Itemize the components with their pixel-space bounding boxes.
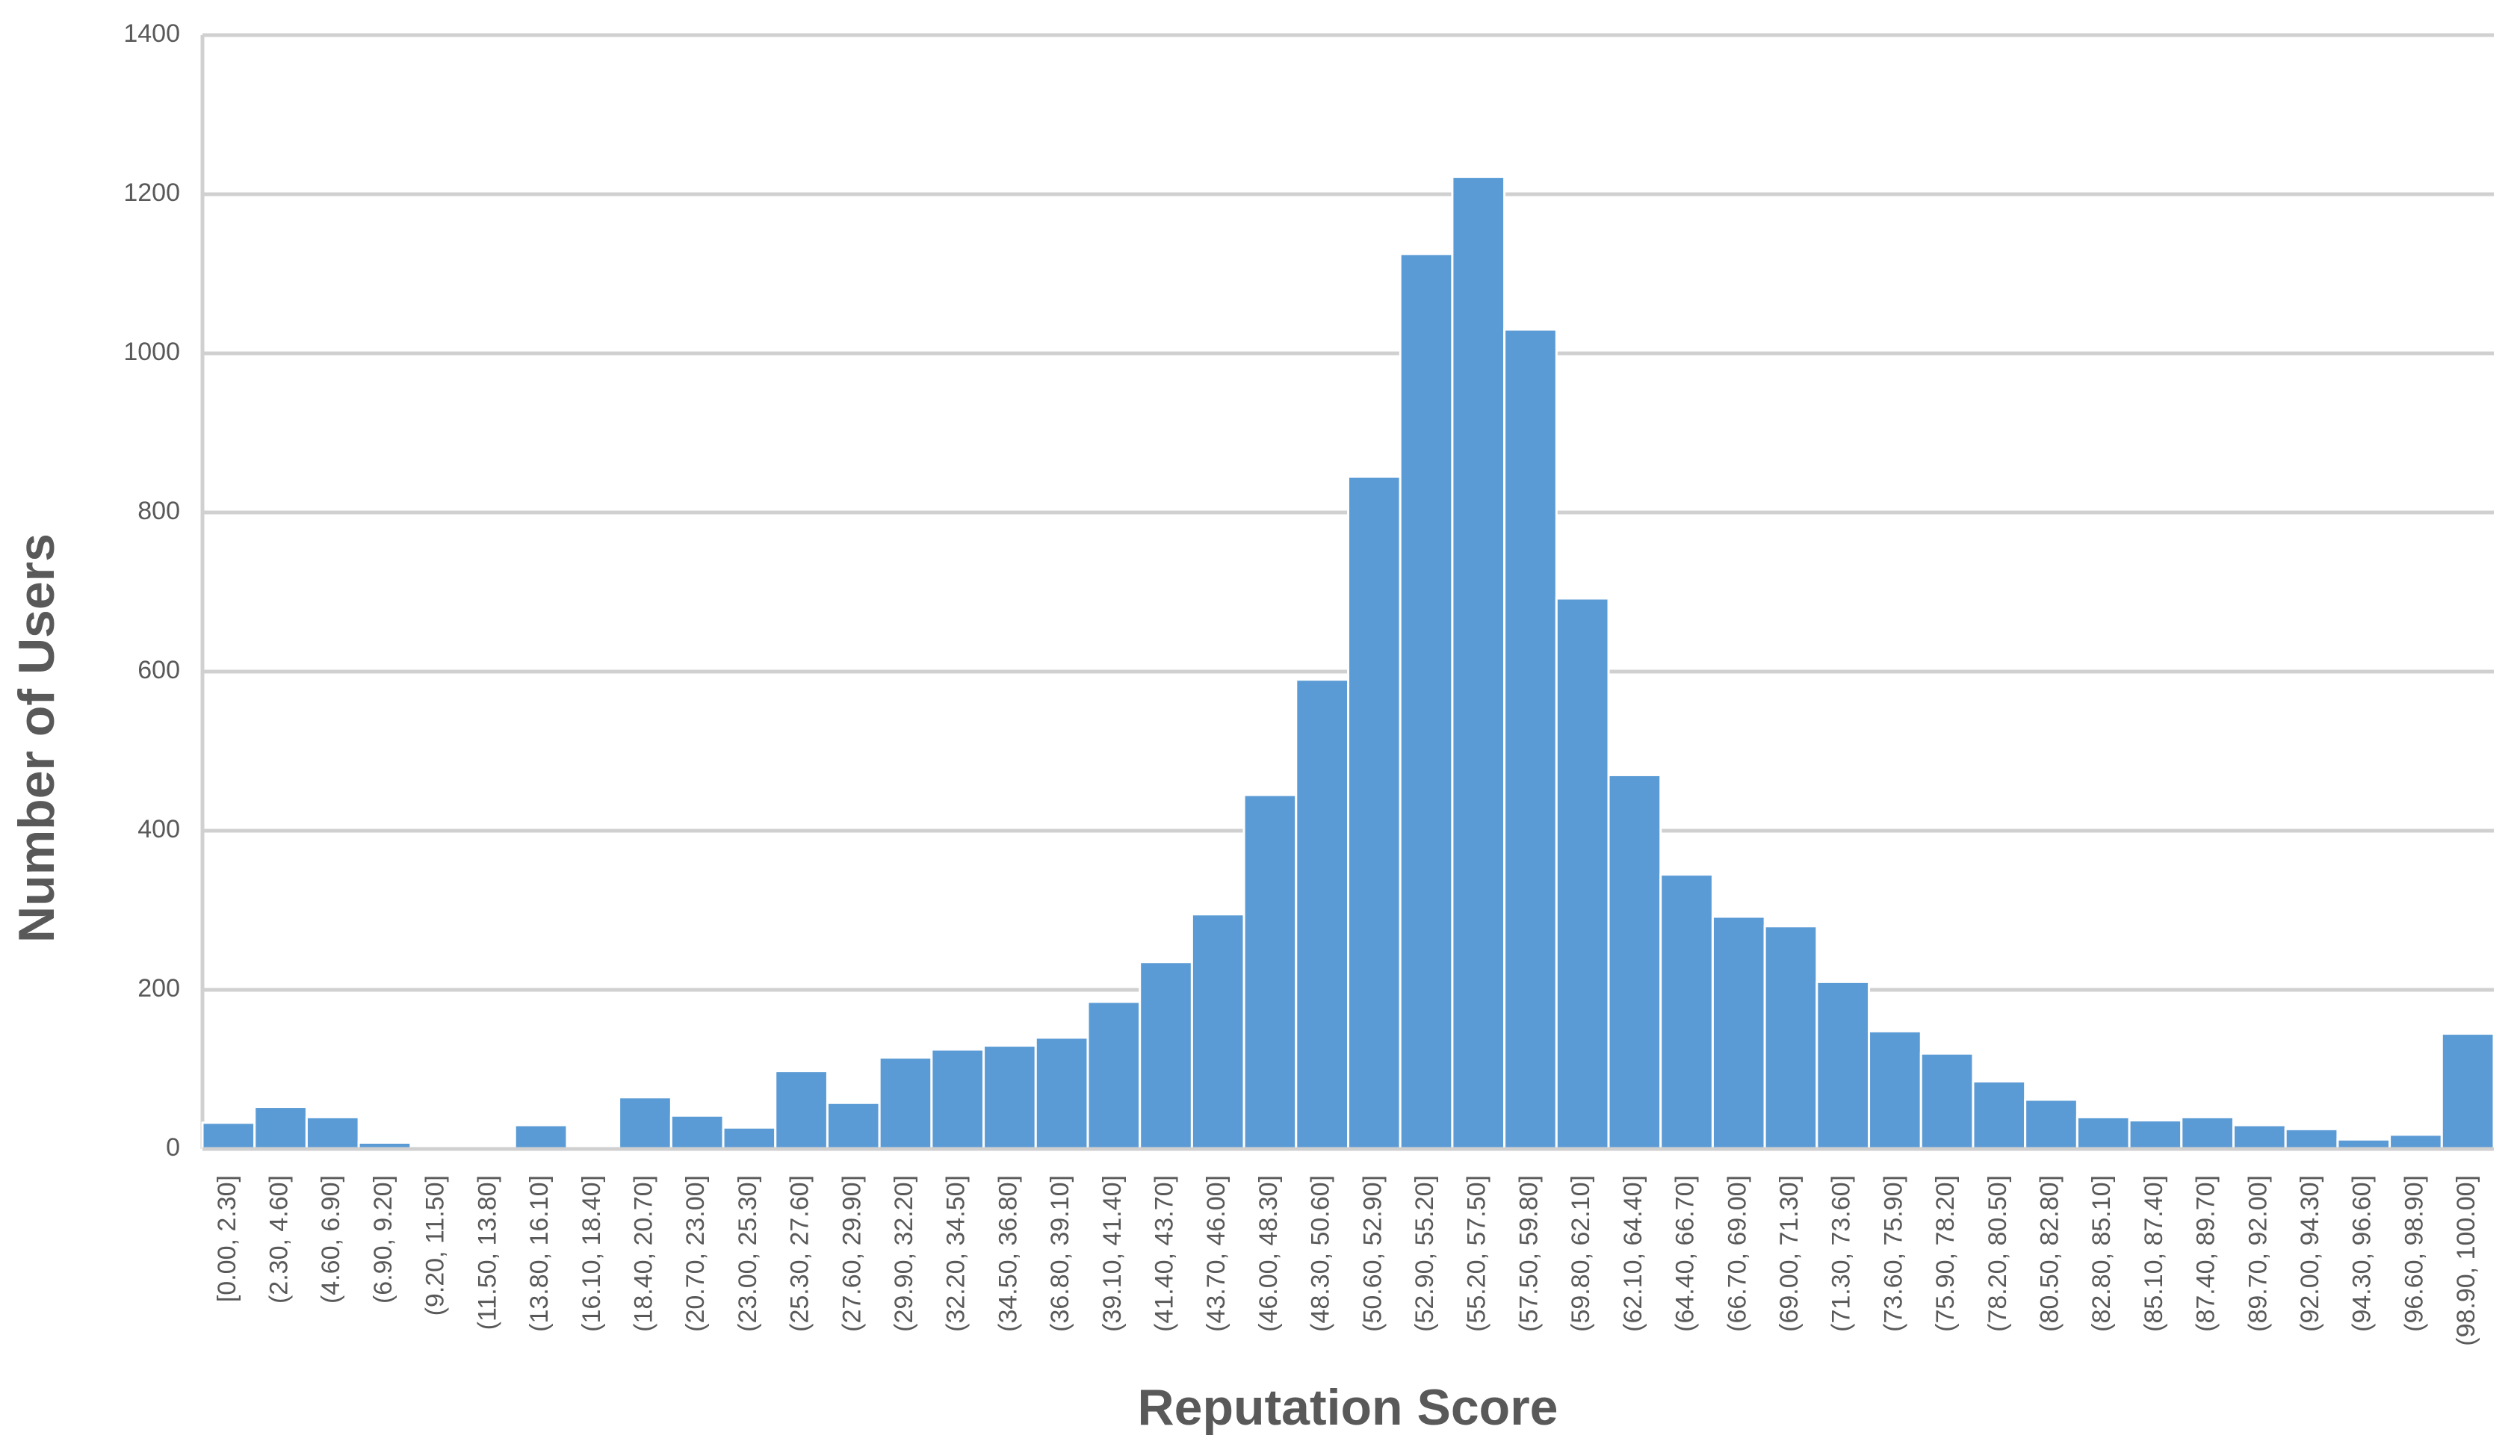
bar	[618, 1096, 672, 1150]
bar	[305, 1115, 360, 1150]
x-tick-label: (52.90, 55.20]	[1411, 1175, 1439, 1332]
x-tick-label: (50.60, 52.90]	[1358, 1175, 1387, 1332]
x-tick-label: (29.90, 32.20]	[890, 1175, 918, 1332]
bar	[1972, 1079, 2027, 1150]
x-tick-label: (46.00, 48.30]	[1254, 1175, 1283, 1332]
x-tick-label: (59.80, 62.10]	[1567, 1175, 1595, 1332]
x-tick-label: (85.10, 87.40]	[2140, 1175, 2168, 1332]
x-tick-label: (82.80, 85.10]	[2087, 1175, 2116, 1332]
x-tick-label: (34.50, 36.80]	[994, 1175, 1022, 1332]
x-tick-label: (23.00, 25.30]	[734, 1175, 762, 1332]
y-axis-title: Number of Users	[8, 533, 65, 943]
bar	[201, 1121, 256, 1150]
x-tick-label: (62.10, 64.40]	[1619, 1175, 1647, 1332]
y-tick-label: 800	[137, 497, 180, 525]
x-tick-label: (75.90, 78.20]	[1931, 1175, 1960, 1332]
x-tick-label: (55.20, 57.50]	[1463, 1175, 1491, 1332]
x-tick-label: (98.90, 100.00]	[2452, 1175, 2480, 1346]
bar	[1034, 1036, 1089, 1150]
y-tick-label: 0	[166, 1133, 180, 1162]
y-tick-label: 600	[137, 656, 180, 684]
x-tick-label: (48.30, 50.60]	[1307, 1175, 1335, 1332]
y-tick-label: 200	[137, 974, 180, 1003]
x-tick-label: (2.30, 4.60]	[265, 1175, 294, 1304]
y-tick-label: 1200	[123, 179, 180, 207]
bar	[930, 1048, 985, 1150]
bar	[1190, 913, 1245, 1150]
bar	[1503, 328, 1558, 1150]
x-tick-label: (43.70, 46.00]	[1202, 1175, 1230, 1332]
bar	[1242, 793, 1298, 1150]
bar	[826, 1101, 881, 1150]
bar	[2180, 1115, 2235, 1150]
bar	[1555, 597, 1610, 1150]
x-tick-label: (66.70, 69.00]	[1723, 1175, 1751, 1332]
x-tick-label: (16.10, 18.40]	[578, 1175, 606, 1332]
bar	[1711, 915, 1766, 1150]
bar	[1607, 773, 1662, 1150]
x-tick-label: (87.40, 89.70]	[2192, 1175, 2220, 1332]
bar	[1868, 1029, 1922, 1150]
bar	[982, 1044, 1037, 1150]
x-tick-label: (96.60, 98.90]	[2400, 1175, 2428, 1332]
x-tick-label: (18.40, 20.70]	[629, 1175, 657, 1332]
x-tick-label: (69.00, 71.30]	[1775, 1175, 1804, 1332]
bar	[2389, 1133, 2443, 1150]
x-tick-label: (4.60, 6.90]	[317, 1175, 345, 1304]
x-tick-label: (71.30, 73.60]	[1827, 1175, 1856, 1332]
bar	[1451, 176, 1506, 1150]
x-tick-label: (25.30, 27.60]	[786, 1175, 814, 1332]
x-tick-label: (57.50, 59.80]	[1514, 1175, 1543, 1332]
x-tick-label: (64.40, 66.70]	[1671, 1175, 1700, 1332]
x-tick-label: (20.70, 23.00]	[681, 1175, 710, 1332]
x-tick-label: (11.50, 13.80]	[473, 1175, 501, 1330]
x-tick-label: (89.70, 92.00]	[2244, 1175, 2272, 1332]
x-tick-label: (41.40, 43.70]	[1151, 1175, 1179, 1332]
x-tick-label: (6.90, 9.20]	[369, 1175, 397, 1304]
bar	[774, 1070, 829, 1150]
x-tick-label: (36.80, 39.10]	[1046, 1175, 1074, 1332]
bar	[669, 1114, 725, 1150]
bar	[1295, 678, 1349, 1150]
x-tick-label: (94.30, 96.60]	[2348, 1175, 2377, 1332]
y-tick-label: 1400	[123, 19, 180, 48]
bar	[2284, 1127, 2339, 1150]
bar	[1347, 475, 1402, 1150]
bar	[2232, 1124, 2287, 1150]
x-tick-label: (27.60, 29.90]	[838, 1175, 866, 1332]
bar	[878, 1056, 933, 1150]
bar	[2024, 1098, 2078, 1150]
bar	[1815, 980, 1871, 1150]
bar	[1919, 1052, 1975, 1150]
x-tick-label: (39.10, 41.40]	[1098, 1175, 1127, 1332]
x-tick-label: (32.20, 34.50]	[942, 1175, 970, 1332]
bar	[513, 1124, 569, 1150]
y-tick-label: 400	[137, 815, 180, 843]
x-tick-label: (9.20, 11.50]	[421, 1175, 450, 1316]
x-tick-label: (13.80, 16.10]	[525, 1175, 554, 1332]
bar	[1399, 253, 1454, 1150]
y-tick-label: 1000	[123, 338, 180, 366]
x-tick-label: (80.50, 82.80]	[2035, 1175, 2064, 1332]
bar	[1086, 1000, 1142, 1150]
bar	[1659, 873, 1714, 1150]
x-tick-label: (92.00, 94.30]	[2296, 1175, 2324, 1332]
x-tick-label: (78.20, 80.50]	[1984, 1175, 2012, 1332]
x-axis-title: Reputation Score	[1138, 1379, 1558, 1436]
bar	[1763, 925, 1818, 1150]
bar	[2128, 1119, 2183, 1150]
bar	[722, 1126, 777, 1150]
bar	[253, 1106, 308, 1150]
bar	[2440, 1032, 2495, 1150]
bar	[1139, 961, 1193, 1150]
x-tick-label: [0.00, 2.30]	[213, 1175, 241, 1302]
x-tick-label: (73.60, 75.90]	[1879, 1175, 1907, 1332]
bar	[2075, 1115, 2131, 1150]
